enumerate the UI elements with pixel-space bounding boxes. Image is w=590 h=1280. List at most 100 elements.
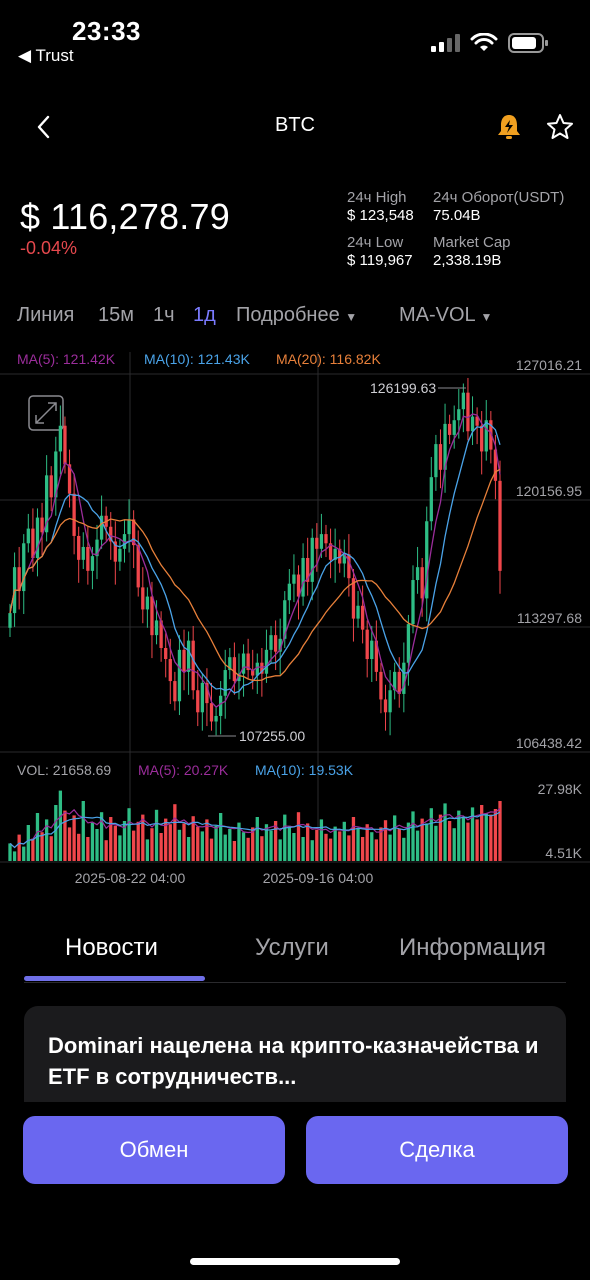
volume-bar bbox=[301, 837, 305, 861]
candle-body bbox=[296, 574, 301, 597]
page-title: BTC bbox=[275, 114, 315, 136]
volume-bar bbox=[296, 812, 301, 861]
candle-body bbox=[251, 670, 255, 676]
volume-bar bbox=[406, 822, 411, 861]
candle-body bbox=[17, 567, 21, 592]
candle-body bbox=[429, 477, 433, 522]
candle-body bbox=[219, 695, 223, 716]
candle-body bbox=[434, 444, 438, 478]
candle-body bbox=[466, 392, 470, 432]
chevron-down-icon: ▼ bbox=[345, 310, 358, 324]
volume-bar bbox=[347, 835, 351, 861]
candle-body bbox=[370, 640, 374, 660]
x-axis-label: 2025-08-22 04:00 bbox=[75, 870, 186, 886]
candle-body bbox=[425, 521, 429, 599]
candle-body bbox=[63, 425, 67, 465]
volume-bar bbox=[223, 834, 227, 861]
back-icon[interactable] bbox=[30, 112, 60, 142]
tab-indicator[interactable]: MA-VOL ▼ bbox=[399, 304, 492, 327]
volume-bar bbox=[31, 838, 35, 861]
candle-body bbox=[457, 409, 461, 421]
candle-body bbox=[141, 587, 145, 610]
volume-bar bbox=[54, 805, 58, 861]
volume-bar bbox=[425, 823, 429, 861]
volume-bar bbox=[310, 840, 314, 861]
candle-body bbox=[489, 420, 493, 450]
exchange-button[interactable]: Обмен bbox=[23, 1116, 285, 1184]
volume-bar bbox=[168, 824, 172, 861]
chart-grid bbox=[0, 352, 590, 863]
battery-icon bbox=[508, 33, 548, 53]
y-tick-label: 106438.42 bbox=[516, 735, 582, 751]
vol-ma5-legend: MA(5): 20.27K bbox=[138, 762, 229, 778]
candle-body bbox=[154, 620, 159, 636]
tab-news[interactable]: Новости bbox=[65, 934, 158, 961]
volume-bar bbox=[480, 805, 484, 861]
candle-body bbox=[347, 554, 351, 579]
volume-bar bbox=[86, 837, 90, 861]
volume-bar bbox=[196, 826, 200, 861]
volume-bar bbox=[26, 825, 30, 861]
back-to-app-link[interactable]: ◀ Trust bbox=[18, 46, 74, 65]
volume-bar bbox=[269, 830, 273, 861]
volume-bar bbox=[328, 838, 333, 861]
active-tab-indicator bbox=[24, 976, 205, 981]
news-headline: Dominari нацелена на крипто-казначейства… bbox=[48, 1033, 539, 1089]
candle-body bbox=[310, 537, 314, 582]
volume-bar bbox=[342, 821, 346, 861]
candle-body bbox=[95, 539, 99, 557]
volume-bar bbox=[12, 851, 17, 861]
tab-more[interactable]: Подробнее ▼ bbox=[236, 304, 357, 327]
volume-bar bbox=[40, 832, 44, 861]
tab-line[interactable]: Линия bbox=[17, 304, 75, 326]
vol-tick-label: 27.98K bbox=[538, 781, 583, 797]
price-chart[interactable]: MA(5): 121.42K MA(10): 121.43K MA(20): 1… bbox=[0, 340, 590, 900]
candle-body bbox=[447, 423, 452, 435]
y-tick-label: 127016.21 bbox=[516, 357, 582, 373]
candle-body bbox=[420, 567, 424, 599]
star-icon[interactable] bbox=[545, 112, 575, 142]
candle-body bbox=[264, 649, 269, 674]
bell-icon[interactable] bbox=[494, 112, 524, 142]
candle-body bbox=[77, 535, 81, 560]
ma20-legend: MA(20): 116.82K bbox=[276, 351, 381, 367]
candle-body bbox=[383, 699, 388, 713]
volume-bar bbox=[374, 839, 379, 861]
volume-bar bbox=[145, 839, 150, 861]
candle-body bbox=[365, 629, 369, 660]
price-change: -0.04% bbox=[20, 238, 78, 258]
volume-bar bbox=[159, 833, 163, 861]
tab-info[interactable]: Информация bbox=[399, 934, 546, 961]
volume-bar bbox=[365, 824, 369, 861]
trade-button[interactable]: Сделка bbox=[306, 1116, 568, 1184]
x-axis-label: 2025-09-16 04:00 bbox=[263, 870, 374, 886]
volume-bar bbox=[150, 828, 154, 861]
candle-body bbox=[214, 715, 218, 722]
volume-bar bbox=[264, 824, 269, 861]
news-card[interactable]: Dominari нацелена на крипто-казначейства… bbox=[24, 1006, 566, 1102]
wifi-icon bbox=[470, 33, 498, 51]
candle-body bbox=[209, 703, 214, 722]
expand-icon[interactable] bbox=[28, 395, 64, 431]
candle-body bbox=[415, 567, 420, 581]
volume-bar bbox=[443, 803, 447, 861]
candle-body bbox=[67, 464, 72, 494]
volume-bar bbox=[58, 790, 63, 861]
tab-1d[interactable]: 1д bbox=[193, 304, 216, 326]
volume-bar bbox=[402, 837, 406, 861]
tab-15m[interactable]: 15м bbox=[98, 304, 134, 326]
chevron-down-icon: ▼ bbox=[480, 310, 493, 324]
tab-services[interactable]: Услуги bbox=[255, 934, 329, 961]
candle-body bbox=[493, 449, 498, 481]
volume-bar bbox=[95, 829, 99, 861]
volume-bar bbox=[141, 814, 145, 861]
volume-bar bbox=[351, 817, 356, 861]
tab-1h[interactable]: 1ч bbox=[153, 304, 175, 326]
ma10-line bbox=[9, 421, 501, 694]
candle-body bbox=[260, 662, 264, 674]
volume-bar bbox=[324, 833, 328, 861]
volume-bar bbox=[164, 818, 168, 861]
volume-bar bbox=[186, 837, 191, 861]
home-indicator bbox=[190, 1258, 400, 1265]
candle-body bbox=[397, 671, 401, 694]
